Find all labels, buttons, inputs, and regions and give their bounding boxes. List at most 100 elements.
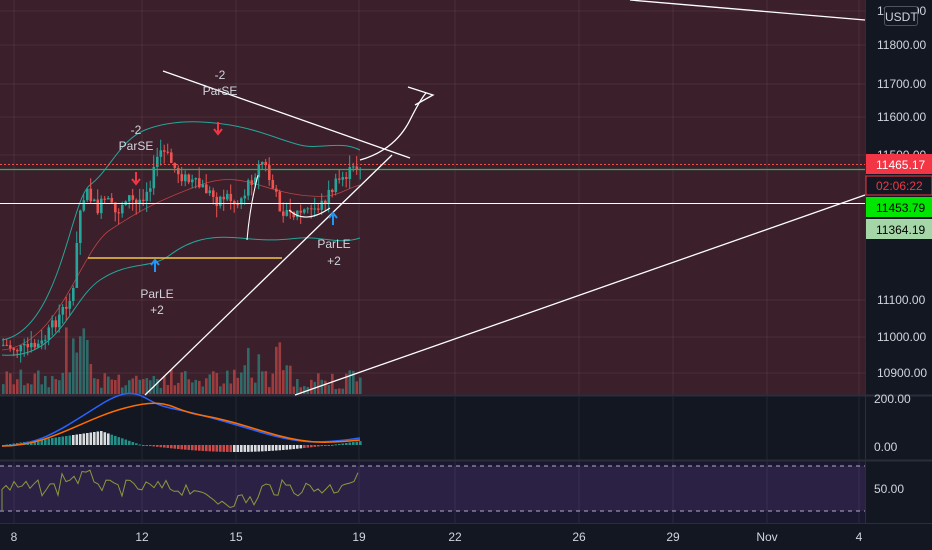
candle-body — [205, 184, 208, 194]
macd-histogram-bar — [9, 444, 12, 445]
volume-bar — [334, 388, 338, 394]
candle-body — [142, 199, 145, 202]
volume-bar — [275, 346, 278, 394]
long-trendline[interactable] — [294, 194, 866, 396]
signal-qty: -2 — [131, 123, 142, 137]
macd-histogram-bar — [205, 445, 208, 452]
bid-price-badge — [866, 197, 932, 217]
time-tick: 4 — [856, 530, 863, 544]
rounded-bottom-drawing[interactable] — [288, 207, 331, 218]
volume-bar — [229, 383, 233, 394]
macd-histogram-bar — [306, 445, 310, 448]
candle-body — [135, 199, 138, 204]
macd-histogram-bar — [338, 443, 341, 445]
macd-histogram-bar — [359, 441, 362, 445]
signal-qty: -2 — [215, 68, 226, 82]
current-price-badge — [866, 154, 932, 174]
volume-bar — [65, 327, 68, 394]
macd-histogram-bar — [121, 438, 124, 445]
candle-body — [107, 197, 110, 200]
macd-histogram-bar — [187, 445, 191, 450]
candle-body — [352, 166, 355, 168]
level-price-badge — [866, 219, 932, 239]
volume-bar — [2, 384, 5, 394]
time-tick: 8 — [11, 530, 18, 544]
volume-bar — [37, 370, 40, 394]
candle-body — [355, 166, 359, 170]
candle-body — [166, 151, 170, 153]
volume-bar — [240, 372, 243, 394]
macd-histogram-bar — [96, 431, 100, 445]
main-price-pane[interactable] — [0, 0, 865, 395]
candle-body — [96, 199, 100, 214]
candle-body — [44, 339, 47, 341]
lower-trendline[interactable] — [144, 154, 393, 396]
candle-body — [156, 156, 159, 167]
candle-body — [271, 179, 275, 189]
macd-histogram-bar — [341, 443, 345, 445]
candle-body — [282, 211, 285, 216]
top-trendline[interactable] — [629, 0, 866, 21]
countdown-label: 02:06:22 — [876, 179, 923, 193]
macd-histogram-bar — [79, 434, 82, 445]
candle-body — [173, 162, 177, 168]
volume-bar — [9, 373, 12, 394]
volume-bar — [23, 385, 26, 394]
volume-bar — [166, 384, 170, 394]
signal-name: ParLE — [140, 287, 173, 301]
time-tick: 15 — [229, 530, 243, 544]
volume-bar — [215, 372, 219, 394]
bid-price-label: 11453.79 — [876, 201, 925, 215]
macd-tick: 0.00 — [874, 440, 898, 454]
volume-bar — [320, 379, 324, 394]
volume-bar — [26, 383, 30, 394]
curve-drawing[interactable] — [246, 174, 259, 241]
macd-histogram-bar — [128, 440, 131, 445]
candle-body — [268, 165, 271, 180]
candlesticks[interactable] — [2, 139, 362, 363]
macd-histogram-bar — [222, 445, 226, 452]
macd-histogram-bar — [233, 445, 236, 452]
macd-histogram-bar — [317, 445, 320, 447]
volume-bar — [135, 375, 138, 394]
macd-pane[interactable] — [0, 397, 865, 459]
macd-histogram-bar — [58, 437, 61, 445]
volume-bar — [58, 380, 61, 394]
macd-indicator — [1, 392, 362, 452]
volume-bar — [89, 363, 93, 394]
macd-histogram-bar — [65, 436, 68, 445]
macd-histogram-bar — [68, 435, 72, 445]
macd-histogram-bar — [240, 445, 243, 452]
candle-body — [341, 177, 345, 180]
volume-bar — [191, 382, 194, 394]
macd-histogram-bar — [226, 445, 229, 452]
candle-body — [117, 212, 121, 214]
candle-body — [68, 300, 72, 309]
candle-body — [110, 197, 114, 203]
basis-line — [1, 179, 361, 351]
grid-lines — [0, 0, 865, 523]
candle-body — [23, 343, 26, 346]
volume-bar — [40, 384, 44, 394]
volume-bar — [355, 381, 359, 394]
volume-bar — [208, 374, 212, 394]
currency-button[interactable]: USDT — [884, 6, 918, 26]
projection-arrow[interactable] — [359, 92, 427, 161]
candle-body — [257, 164, 261, 178]
volume-bar — [5, 371, 9, 394]
upper-trendline[interactable] — [162, 70, 411, 159]
volume-bar — [247, 347, 250, 394]
time-tick: 12 — [135, 530, 149, 544]
candle-body — [100, 198, 103, 214]
level-price-label: 11364.19 — [876, 223, 925, 237]
candle-body — [163, 150, 166, 152]
price-tick: 11100.00 — [877, 293, 926, 307]
macd-histogram-bar — [191, 445, 194, 451]
volume-bar — [285, 365, 289, 394]
volume-bar — [187, 379, 191, 394]
volume-bar — [54, 379, 58, 394]
macd-histogram-bar — [194, 445, 198, 451]
volume-bar — [163, 375, 166, 394]
macd-histogram-bar — [324, 445, 327, 446]
